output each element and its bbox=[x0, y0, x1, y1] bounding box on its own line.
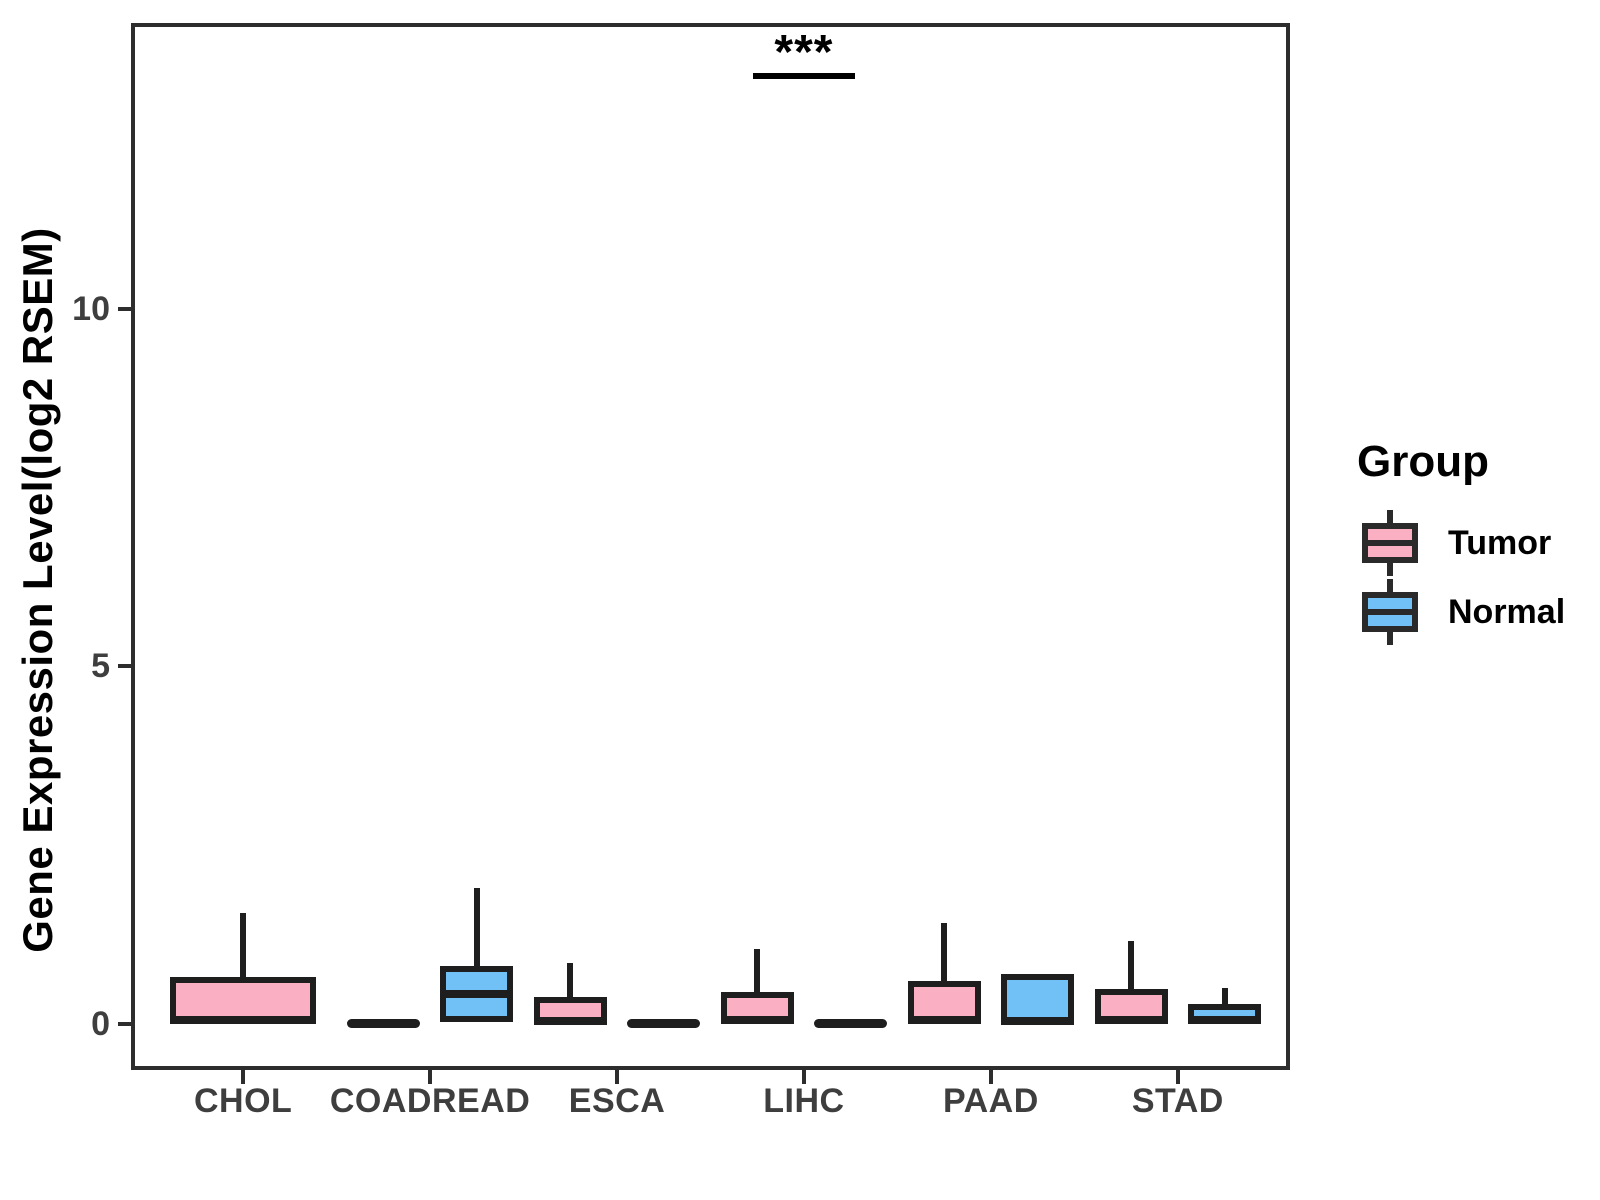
box-esca-tumor-whisker bbox=[567, 962, 574, 1002]
x-tick-label: PAAD bbox=[942, 1082, 1039, 1120]
legend-key-tumor: Tumor bbox=[1362, 510, 1551, 576]
plot-panel bbox=[131, 23, 1290, 1070]
box-stad-normal-median bbox=[1188, 1015, 1261, 1024]
y-tick-label: 5 bbox=[91, 647, 110, 686]
box-esca-tumor-median bbox=[533, 1016, 607, 1025]
glyph-median bbox=[1362, 540, 1418, 546]
box-chol-tumor-whisker bbox=[240, 912, 247, 982]
x-tick-label: CHOL bbox=[193, 1082, 293, 1120]
legend-title: Group bbox=[1357, 437, 1489, 486]
box-chol-tumor-median bbox=[170, 1015, 317, 1024]
x-tick-label: LIHC bbox=[763, 1082, 845, 1120]
box-lihc-tumor-whisker bbox=[754, 948, 761, 997]
box-coadread-tumor bbox=[346, 1019, 420, 1029]
x-axis-tick bbox=[1175, 1070, 1180, 1084]
y-tick-label: 10 bbox=[72, 289, 110, 328]
box-coadread-normal-median bbox=[440, 989, 514, 998]
y-axis-title: Gene Expression Level(log2 RSEM) bbox=[14, 227, 61, 953]
box-stad-tumor-whisker bbox=[1128, 941, 1135, 994]
box-lihc-normal bbox=[814, 1019, 888, 1029]
box-paad-tumor-whisker bbox=[941, 923, 948, 985]
box-paad-normal-median bbox=[1001, 1017, 1075, 1026]
y-axis-tick bbox=[118, 306, 131, 311]
legend-label-tumor: Tumor bbox=[1448, 523, 1552, 562]
x-axis-tick bbox=[801, 1070, 806, 1084]
box-esca-normal bbox=[627, 1019, 701, 1029]
legend-label-normal: Normal bbox=[1448, 592, 1566, 631]
box-stad-normal-whisker bbox=[1221, 987, 1228, 1009]
box-coadread-normal-whisker bbox=[473, 887, 480, 970]
x-tick-label: COADREAD bbox=[329, 1082, 531, 1120]
box-paad-tumor-median bbox=[907, 1015, 981, 1024]
legend-key-normal: Normal bbox=[1362, 579, 1565, 645]
box-lihc-tumor-median bbox=[720, 1015, 794, 1024]
y-axis-tick bbox=[118, 664, 131, 669]
x-axis-tick bbox=[615, 1070, 620, 1084]
x-axis-tick bbox=[988, 1070, 993, 1084]
y-tick-label: 0 bbox=[91, 1004, 110, 1043]
x-tick-label: STAD bbox=[1131, 1082, 1224, 1120]
box-paad-normal bbox=[1001, 973, 1075, 1024]
boxplot-glyph-icon bbox=[1362, 510, 1418, 576]
boxplot-glyph-icon bbox=[1362, 579, 1418, 645]
x-tick-label: ESCA bbox=[568, 1082, 666, 1120]
glyph-median bbox=[1362, 609, 1418, 615]
significance-stars: *** bbox=[774, 26, 834, 80]
y-axis-tick bbox=[118, 1021, 131, 1026]
x-axis-tick bbox=[428, 1070, 433, 1084]
x-axis-tick bbox=[241, 1070, 246, 1084]
significance-line bbox=[753, 73, 855, 80]
box-stad-tumor-median bbox=[1094, 1015, 1168, 1024]
